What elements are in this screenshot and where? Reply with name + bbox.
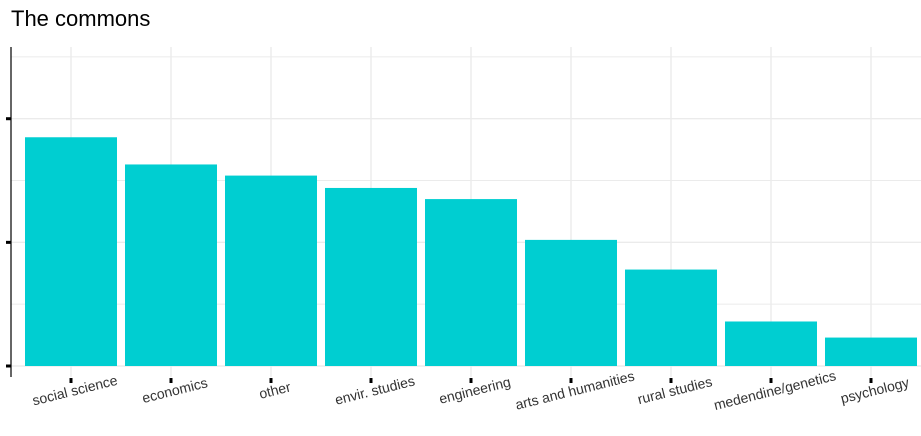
x-tick-label: other bbox=[257, 378, 292, 401]
x-tick-label: arts and humanities bbox=[514, 368, 636, 413]
x-tick-label: economics bbox=[140, 374, 209, 406]
x-tick-label: engineering bbox=[437, 374, 512, 407]
x-tick-label: social science bbox=[31, 372, 120, 409]
x-tick-label: psychology bbox=[839, 374, 911, 406]
bar-psychology bbox=[825, 337, 917, 366]
bar-rural-studies bbox=[625, 269, 717, 366]
bar-envir-studies bbox=[325, 187, 417, 366]
axis-layer bbox=[6, 47, 873, 383]
chart-title: The commons bbox=[11, 6, 151, 31]
bars-layer bbox=[25, 137, 917, 366]
bar-arts-and-humanities bbox=[525, 239, 617, 366]
x-tick-label: rural studies bbox=[636, 373, 714, 407]
bar-social-science bbox=[25, 137, 117, 366]
x-tick-label: envir. studies bbox=[333, 373, 416, 408]
bar-economics bbox=[125, 164, 217, 366]
bar-other bbox=[225, 175, 317, 366]
bar-engineering bbox=[425, 199, 517, 366]
x-tick-label: medendine/genetics bbox=[712, 367, 837, 413]
bar-medendine-genetics bbox=[725, 321, 817, 366]
